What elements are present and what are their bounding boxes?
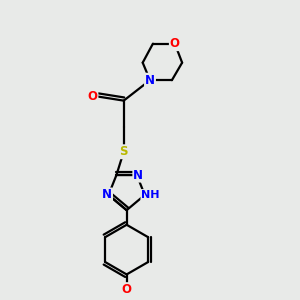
Text: NH: NH [141, 190, 160, 200]
Text: N: N [145, 74, 155, 87]
Text: O: O [170, 37, 180, 50]
Text: O: O [88, 90, 98, 103]
Text: O: O [122, 283, 132, 296]
Text: S: S [119, 145, 128, 158]
Text: N: N [102, 188, 112, 202]
Text: N: N [133, 169, 143, 182]
